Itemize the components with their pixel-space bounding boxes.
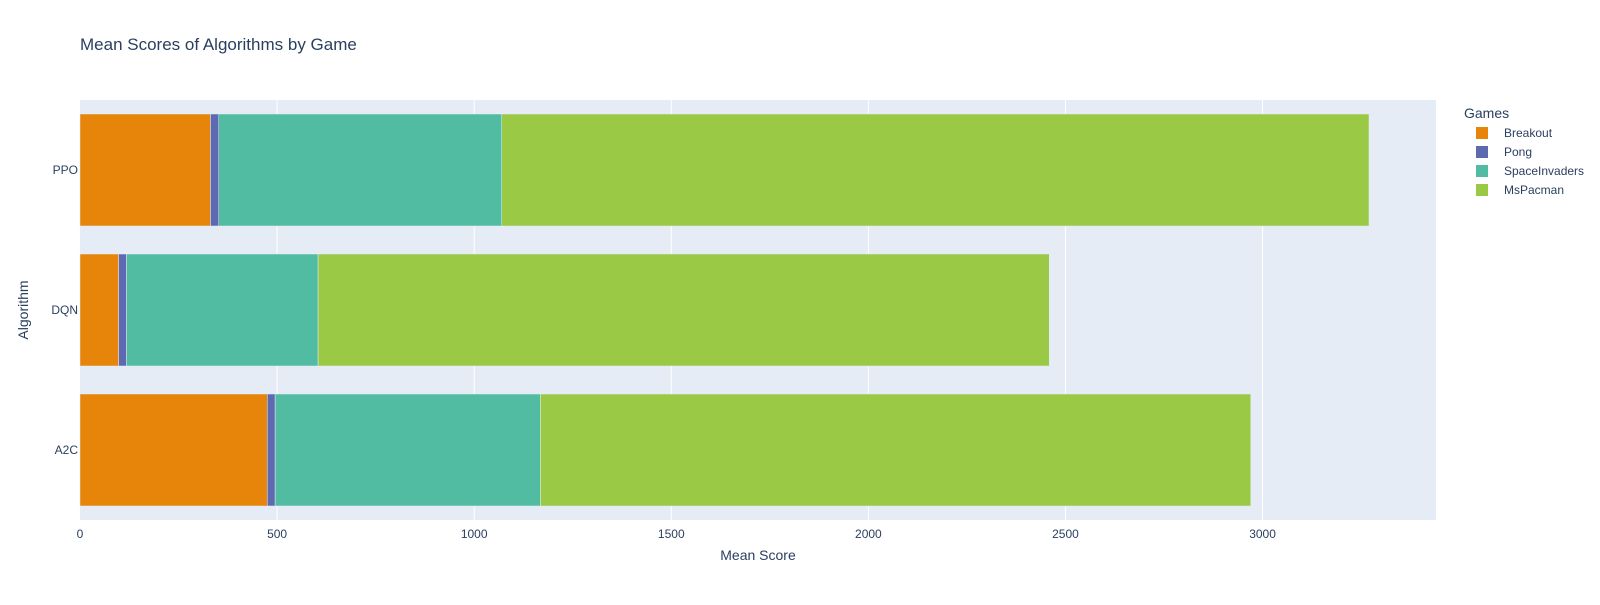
x-axis-ticks: 0 500 1000 1500 2000 2500 3000	[77, 527, 1277, 541]
y-tick-label: DQN	[51, 303, 78, 317]
bar-breakout-dqn[interactable]	[79, 253, 119, 367]
bar-mspacman-a2c[interactable]	[540, 393, 1251, 507]
y-tick-label: A2C	[55, 443, 79, 457]
legend-swatch-breakout	[1476, 127, 1488, 139]
bar-breakout-ppo[interactable]	[79, 113, 211, 227]
chart-title: Mean Scores of Algorithms by Game	[80, 35, 357, 54]
legend-title: Games	[1464, 105, 1509, 121]
bar-pong-ppo[interactable]	[210, 113, 220, 227]
y-axis-title: Algorithm	[15, 280, 31, 339]
legend-swatch-mspacman	[1476, 184, 1488, 196]
bar-pong-dqn[interactable]	[118, 253, 127, 367]
legend-swatch-spaceinvaders	[1476, 165, 1488, 177]
x-tick-label: 0	[77, 527, 84, 541]
x-tick-label: 1500	[658, 527, 685, 541]
bars	[79, 113, 1370, 507]
bar-spaceinvaders-ppo[interactable]	[218, 113, 503, 227]
x-tick-label: 2500	[1052, 527, 1079, 541]
x-tick-label: 1000	[461, 527, 488, 541]
x-tick-label: 500	[267, 527, 287, 541]
bar-mspacman-ppo[interactable]	[501, 113, 1370, 227]
legend-label-spaceinvaders: SpaceInvaders	[1504, 164, 1584, 178]
x-tick-label: 3000	[1249, 527, 1276, 541]
bar-breakout-a2c[interactable]	[79, 393, 268, 507]
legend-label-breakout: Breakout	[1504, 126, 1553, 140]
bar-pong-a2c[interactable]	[266, 393, 276, 507]
legend[interactable]: Games Breakout Pong SpaceInvaders MsPacman	[1464, 105, 1584, 197]
y-axis-ticks: A2C DQN PPO	[51, 163, 78, 457]
bar-spaceinvaders-dqn[interactable]	[126, 253, 319, 367]
bar-spaceinvaders-a2c[interactable]	[274, 393, 541, 507]
legend-label-pong: Pong	[1504, 145, 1532, 159]
x-tick-label: 2000	[855, 527, 882, 541]
legend-items: Breakout Pong SpaceInvaders MsPacman	[1476, 126, 1584, 197]
legend-swatch-pong	[1476, 146, 1488, 158]
y-tick-label: PPO	[53, 163, 78, 177]
bar-mspacman-dqn[interactable]	[317, 253, 1050, 367]
x-axis-title: Mean Score	[720, 547, 796, 563]
legend-label-mspacman: MsPacman	[1504, 183, 1564, 197]
